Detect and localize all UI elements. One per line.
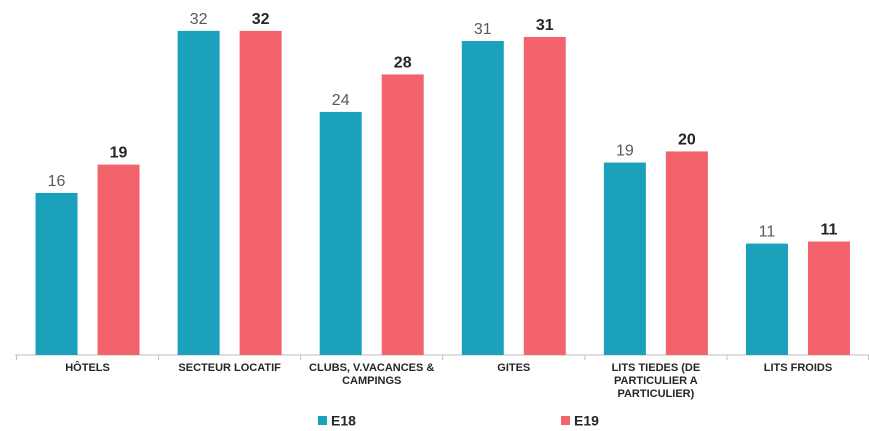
bar [807,241,850,355]
x-tick-label: HÔTELS [65,362,110,374]
bar [523,36,566,355]
bar [745,243,788,355]
x-tick-label: LITS FROIDS [763,362,833,374]
bar [177,30,220,356]
legend-swatch [318,416,327,425]
bar [381,74,424,355]
legend-label: E18 [331,413,356,429]
x-tick-label: SECTEUR LOCATIF [178,362,281,374]
bar [665,151,708,355]
data-label: 16 [48,173,66,190]
data-label: 20 [678,131,696,148]
x-tick-label: LITS TIEDES (DE PARTICULIER A PARTICULIE… [611,362,701,400]
bar [319,111,362,356]
x-tick-label: GITES [497,362,531,374]
data-label: 24 [332,92,350,109]
data-label: 31 [474,21,492,38]
data-label: 19 [616,143,634,160]
legend-swatch [561,416,570,425]
data-label: 31 [536,17,554,34]
bar [603,162,646,355]
bar [35,192,78,355]
data-label: 11 [820,222,837,239]
bar [239,30,282,356]
legend-label: E19 [574,413,599,429]
data-label: 11 [759,224,776,241]
data-label: 28 [394,54,412,71]
data-label: 32 [190,11,208,28]
bar [461,41,504,356]
x-tick-label: CLUBS, V.VACANCES & CAMPINGS [309,362,435,387]
data-label: 19 [110,145,128,162]
bar [97,164,140,355]
data-label: 32 [252,11,270,28]
